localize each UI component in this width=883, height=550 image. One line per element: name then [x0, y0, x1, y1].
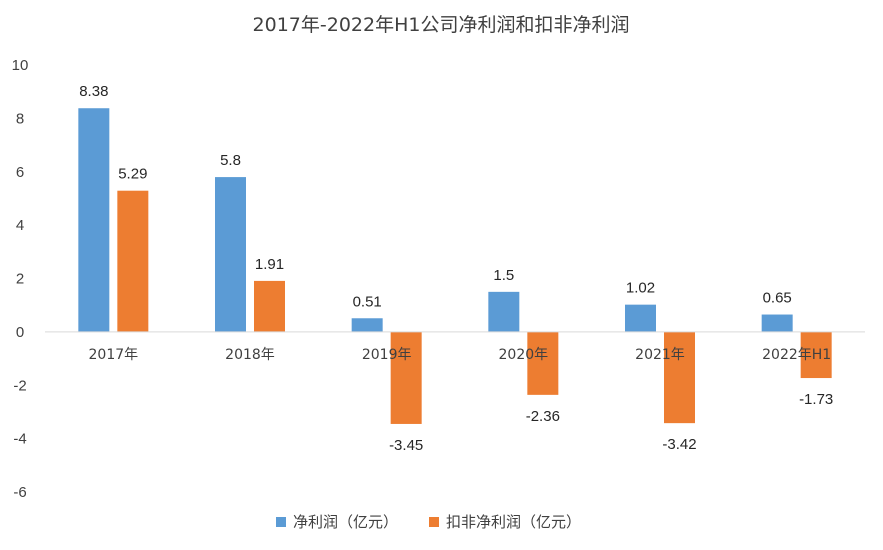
chart-title: 2017年-2022年H1公司净利润和扣非净利润 [253, 14, 630, 36]
data-labels: 8.38 5.29 5.8 1.91 0.51 -3.45 1.5 -2.36 1.02 -3.4… [79, 83, 833, 454]
bar-series-0-2 [351, 318, 383, 332]
x-tick-label: 2022年H1 [762, 347, 831, 363]
y-tick-label: 0 [16, 324, 24, 341]
bars [78, 108, 832, 424]
legend-swatch [429, 517, 439, 527]
data-label: 1.02 [626, 280, 655, 297]
data-label: 0.51 [353, 293, 382, 310]
category-labels: 2017年 2018年 2019年 2020年 2021年 2022年H1 [89, 347, 832, 363]
x-tick-label: 2018年 [225, 347, 275, 363]
y-tick-label: 2 [16, 271, 24, 288]
data-label: 1.91 [255, 256, 284, 273]
x-tick-label: 2021年 [635, 347, 685, 363]
legend-label: 净利润（亿元） [293, 513, 398, 531]
data-label: 5.29 [118, 166, 147, 183]
bar-series-1-4 [664, 331, 695, 424]
bar-series-0-1 [215, 177, 246, 332]
y-tick-label: 10 [12, 57, 29, 74]
legend: 净利润（亿元） 扣非净利润（亿元） [276, 513, 581, 531]
y-tick-label: -4 [13, 431, 26, 448]
y-tick-label: -6 [13, 484, 26, 501]
data-label: -3.45 [389, 437, 423, 454]
legend-swatch [276, 517, 286, 527]
bar-series-0-5 [761, 314, 793, 332]
data-label: 0.65 [763, 290, 792, 307]
data-label: 5.8 [220, 152, 241, 169]
y-tick-label: 6 [16, 164, 24, 181]
bar-series-0-4 [625, 304, 656, 332]
data-label: 1.5 [493, 267, 514, 284]
bar-series-1-0 [117, 190, 149, 332]
bar-series-1-2 [390, 331, 422, 424]
bar-series-0-3 [488, 291, 520, 332]
y-tick-label: 8 [16, 110, 24, 127]
bar-series-1-5 [800, 331, 832, 379]
data-label: -2.36 [526, 408, 560, 425]
bar-series-0-0 [78, 108, 110, 332]
y-axis: 10 8 6 4 2 0 -2 -4 -6 [12, 57, 29, 501]
y-tick-label: -2 [13, 377, 26, 394]
x-tick-label: 2020年 [499, 347, 549, 363]
y-tick-label: 4 [16, 217, 24, 234]
x-tick-label: 2017年 [89, 347, 139, 363]
x-tick-label: 2019年 [362, 347, 412, 363]
data-label: 8.38 [79, 83, 108, 100]
data-label: -3.42 [662, 436, 696, 453]
bar-series-1-1 [254, 280, 285, 332]
data-label: -1.73 [799, 391, 833, 408]
legend-label: 扣非净利润（亿元） [446, 513, 581, 531]
bar-series-1-3 [527, 331, 559, 395]
